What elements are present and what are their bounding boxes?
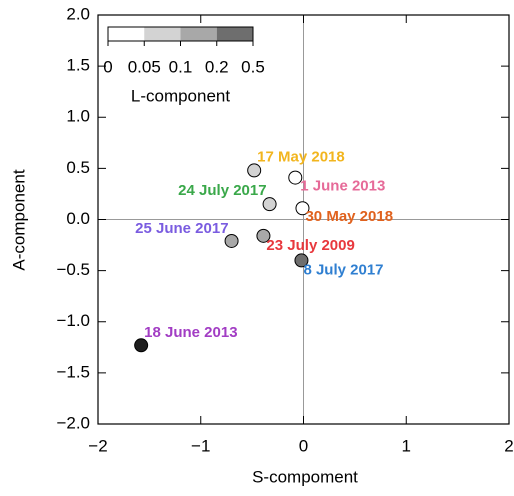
y-tick-label: −0.5 — [56, 260, 90, 279]
y-tick-label: −1.5 — [56, 362, 90, 381]
x-tick-label: 1 — [402, 436, 411, 455]
y-tick-label: −2.0 — [56, 413, 90, 432]
y-tick-label: 2.0 — [66, 4, 90, 23]
point-label: 24 July 2017 — [178, 182, 266, 199]
colorbar-segment — [108, 27, 145, 41]
x-tick-label: −2 — [88, 436, 107, 455]
point — [294, 253, 309, 268]
colorbar-tick-label: 0.1 — [169, 57, 193, 76]
y-axis-label: A-component — [9, 169, 28, 270]
colorbar-segment — [144, 27, 181, 41]
x-tick-label: 2 — [504, 436, 513, 455]
point-label: 1 June 2013 — [300, 178, 385, 195]
point — [262, 197, 277, 212]
colorbar-tick-label: 0 — [103, 57, 112, 76]
y-tick-label: 1.0 — [66, 107, 90, 126]
plot-frame — [97, 14, 510, 425]
x-axis-label: S-compoment — [252, 467, 358, 486]
x-tick-label: −1 — [191, 436, 210, 455]
colorbar-tick-label: 0.5 — [241, 57, 265, 76]
point — [295, 201, 310, 216]
point — [224, 233, 239, 248]
x-tick-label: 0 — [299, 436, 308, 455]
y-tick-label: 0.5 — [66, 158, 90, 177]
colorbar-tick-label: 0.05 — [128, 57, 161, 76]
colorbar-tick-label: 0.2 — [205, 57, 229, 76]
y-tick-label: 0.0 — [66, 209, 90, 228]
point — [134, 338, 149, 353]
point-label: 23 July 2009 — [266, 237, 354, 254]
point-label: 30 May 2018 — [305, 208, 393, 225]
point-label: 8 July 2017 — [303, 261, 383, 278]
point-label: 18 June 2013 — [144, 324, 237, 341]
y-tick-label: 1.5 — [66, 56, 90, 75]
point — [256, 228, 271, 243]
colorbar-segment — [180, 27, 217, 41]
point — [288, 170, 303, 185]
colorbar-segment — [216, 27, 253, 41]
y-tick-label: −1.0 — [56, 311, 90, 330]
point-label: 25 June 2017 — [135, 220, 228, 237]
point — [247, 163, 262, 178]
colorbar-title: L-component — [131, 86, 231, 105]
point-label: 17 May 2018 — [257, 148, 345, 165]
